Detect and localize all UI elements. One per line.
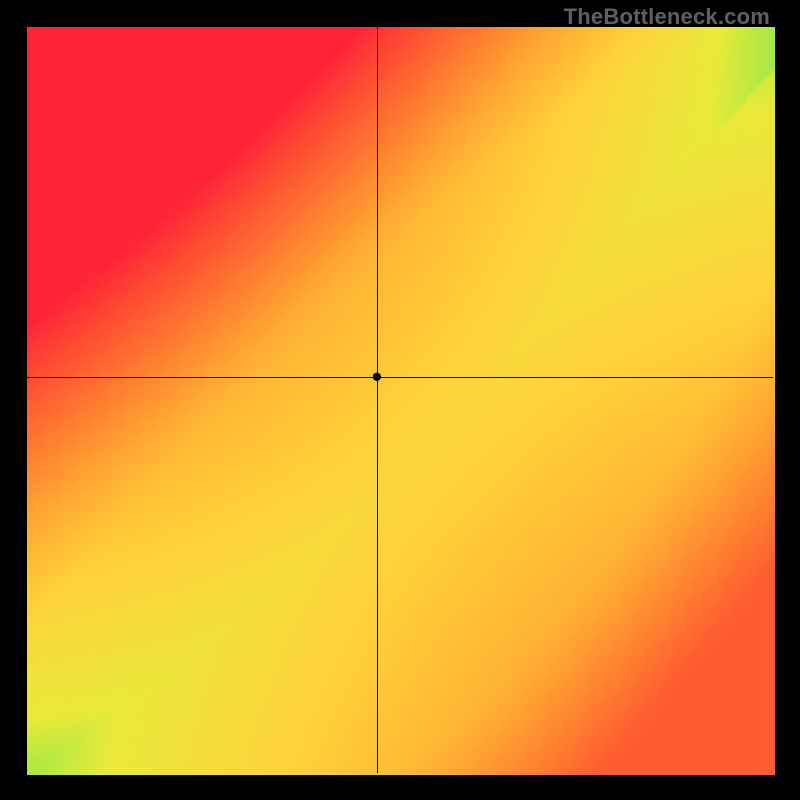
- heatmap-canvas: [0, 0, 800, 800]
- chart-container: TheBottleneck.com: [0, 0, 800, 800]
- watermark-text: TheBottleneck.com: [564, 4, 770, 30]
